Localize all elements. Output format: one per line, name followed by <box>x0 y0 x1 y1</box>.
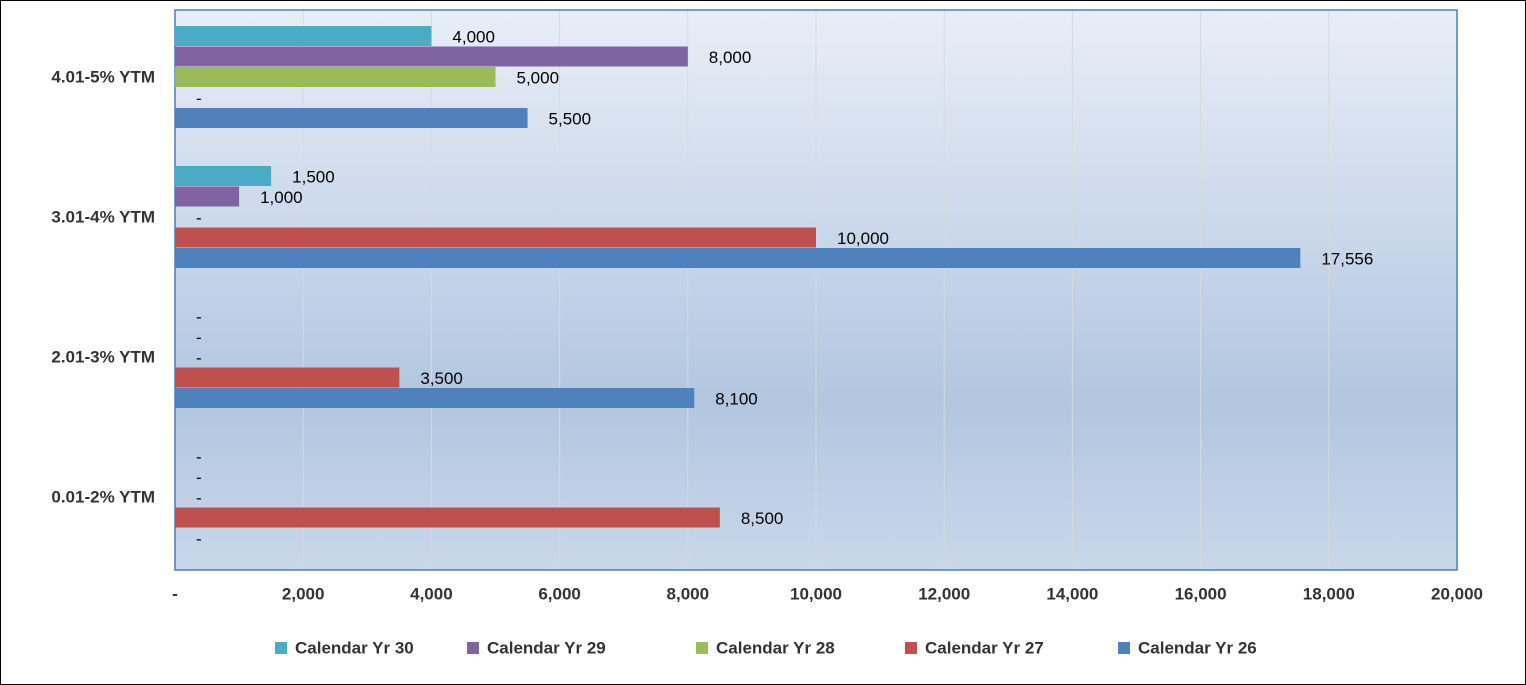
bar <box>175 248 1301 268</box>
x-tick-label: 8,000 <box>667 584 710 603</box>
bar <box>175 166 272 186</box>
bar <box>175 26 432 46</box>
value-label: 3,500 <box>420 369 463 388</box>
x-tick-label: 6,000 <box>538 584 581 603</box>
value-label: - <box>196 468 202 487</box>
bar <box>175 46 688 67</box>
bar <box>175 108 528 128</box>
bar <box>175 367 400 388</box>
value-label: - <box>196 307 202 326</box>
legend-swatch <box>275 642 287 654</box>
legend-label: Calendar Yr 29 <box>487 638 606 657</box>
value-label: - <box>196 328 202 347</box>
legend-swatch <box>467 642 479 654</box>
value-label: 4,000 <box>452 27 495 46</box>
legend-label: Calendar Yr 28 <box>716 638 835 657</box>
value-label: 8,000 <box>709 48 752 67</box>
value-label: 8,500 <box>741 509 784 528</box>
bar <box>175 67 496 87</box>
value-label: - <box>196 348 202 367</box>
value-label: - <box>196 447 202 466</box>
x-tick-label: 12,000 <box>918 584 970 603</box>
value-label: - <box>196 208 202 227</box>
bar <box>175 388 695 408</box>
y-tick-label: 2.01-3% YTM <box>51 347 155 366</box>
x-tick-label: 20,000 <box>1431 584 1483 603</box>
y-tick-label: 3.01-4% YTM <box>51 207 155 226</box>
value-label: 10,000 <box>837 229 889 248</box>
value-label: 17,556 <box>1321 249 1373 268</box>
value-label: - <box>196 529 202 548</box>
y-tick-label: 4.01-5% YTM <box>51 67 155 86</box>
x-tick-label: 14,000 <box>1046 584 1098 603</box>
bar <box>175 227 816 248</box>
value-label: 5,500 <box>549 109 592 128</box>
value-label: - <box>196 89 202 108</box>
bar <box>175 186 240 207</box>
legend-label: Calendar Yr 27 <box>925 638 1044 657</box>
y-tick-label: 0.01-2% YTM <box>51 487 155 506</box>
legend-swatch <box>696 642 708 654</box>
legend-swatch <box>1118 642 1130 654</box>
value-label: 1,000 <box>260 188 303 207</box>
value-label: - <box>196 488 202 507</box>
x-tick-label: 4,000 <box>410 584 453 603</box>
value-label: 8,100 <box>715 389 758 408</box>
legend-label: Calendar Yr 30 <box>295 638 414 657</box>
x-tick-label: 10,000 <box>790 584 842 603</box>
legend-swatch <box>905 642 917 654</box>
x-tick-label: 16,000 <box>1175 584 1227 603</box>
value-label: 1,500 <box>292 167 335 186</box>
bar <box>175 507 720 528</box>
value-label: 5,000 <box>517 68 560 87</box>
legend-label: Calendar Yr 26 <box>1138 638 1257 657</box>
x-tick-label: 2,000 <box>282 584 325 603</box>
x-tick-label: - <box>172 584 178 603</box>
plot-border <box>174 9 1458 571</box>
x-tick-label: 18,000 <box>1303 584 1355 603</box>
